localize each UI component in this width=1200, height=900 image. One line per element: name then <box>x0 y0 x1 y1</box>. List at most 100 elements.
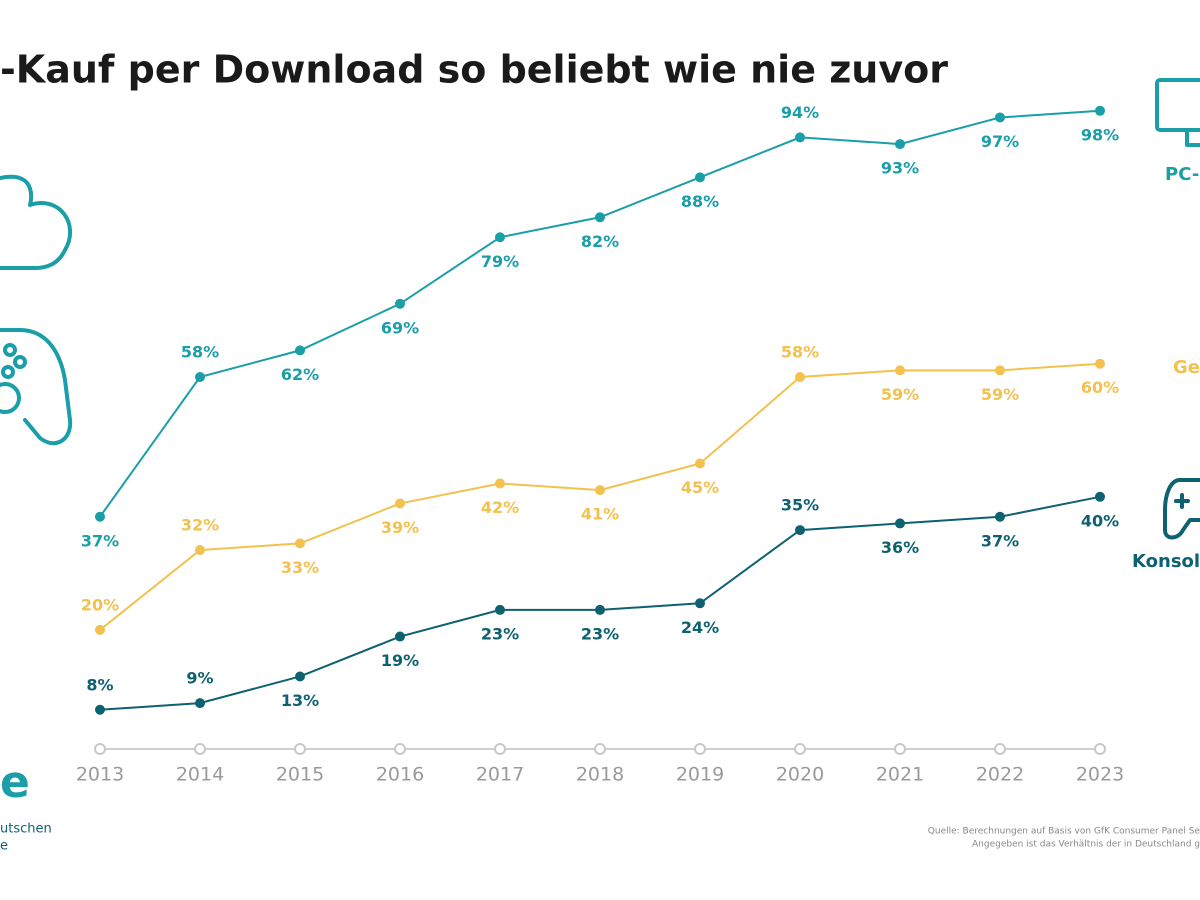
data-point <box>495 232 505 243</box>
value-label: 59% <box>981 385 1019 404</box>
value-label: 20% <box>81 595 119 614</box>
data-point <box>195 698 205 709</box>
data-point <box>195 372 205 383</box>
x-tick-label: 2023 <box>1076 764 1124 786</box>
x-tick <box>994 743 1006 755</box>
data-point <box>495 478 505 489</box>
value-label: 23% <box>481 624 519 643</box>
x-tick <box>594 743 606 755</box>
x-tick <box>94 743 106 755</box>
gamepad-button <box>3 343 17 357</box>
x-tick-label: 2018 <box>576 764 624 786</box>
gamepad-stick <box>0 382 21 414</box>
gamepad-button <box>13 355 27 369</box>
value-label: 33% <box>281 558 319 577</box>
console-icon <box>1163 478 1200 540</box>
series-line <box>99 362 1101 631</box>
value-label: 32% <box>181 516 219 535</box>
value-label: 94% <box>781 103 819 122</box>
x-tick <box>894 743 906 755</box>
chart-title: -Kauf per Download so beliebt wie nie zu… <box>0 48 948 92</box>
data-point <box>695 598 705 609</box>
x-tick-label: 2016 <box>376 764 424 786</box>
data-point <box>495 604 505 615</box>
data-point <box>95 511 105 522</box>
x-tick <box>794 743 806 755</box>
logo-mark: e <box>0 757 30 808</box>
data-point <box>1095 491 1105 502</box>
value-label: 45% <box>681 478 719 497</box>
logo-text: e <box>0 839 8 854</box>
data-point <box>395 298 405 309</box>
data-point <box>595 212 605 223</box>
data-point <box>595 485 605 496</box>
data-point <box>1095 105 1105 116</box>
data-point <box>295 345 305 356</box>
value-label: 13% <box>281 691 319 710</box>
data-point <box>995 511 1005 522</box>
cloud-icon <box>0 174 72 270</box>
x-tick-label: 2013 <box>76 764 124 786</box>
data-point <box>395 631 405 642</box>
data-point <box>95 704 105 715</box>
x-tick <box>494 743 506 755</box>
value-label: 40% <box>1081 511 1119 530</box>
value-label: 58% <box>181 343 219 362</box>
value-label: 69% <box>381 318 419 337</box>
value-label: 82% <box>581 232 619 251</box>
value-label: 8% <box>86 675 113 694</box>
value-label: 23% <box>581 624 619 643</box>
value-label: 93% <box>881 159 919 178</box>
value-label: 19% <box>381 651 419 670</box>
data-point <box>795 372 805 383</box>
data-point <box>1095 358 1105 369</box>
data-point <box>95 624 105 635</box>
legend-label: PC- <box>1165 164 1199 185</box>
source-note: Quelle: Berechnungen auf Basis von GfK C… <box>928 827 1200 837</box>
value-label: 9% <box>186 669 213 688</box>
legend-label: Konsol <box>1132 551 1200 572</box>
data-point <box>995 112 1005 123</box>
value-label: 88% <box>681 192 719 211</box>
data-point <box>695 458 705 469</box>
value-label: 62% <box>281 365 319 384</box>
value-label: 39% <box>381 518 419 537</box>
x-tick-label: 2020 <box>776 764 824 786</box>
value-label: 58% <box>781 343 819 362</box>
logo-text: utschen <box>0 822 52 837</box>
data-point <box>895 518 905 529</box>
value-label: 97% <box>981 132 1019 151</box>
console-dpad <box>1174 493 1190 509</box>
x-tick <box>294 743 306 755</box>
source-note: Angegeben ist das Verhältnis der in Deut… <box>972 840 1200 850</box>
value-label: 98% <box>1081 125 1119 144</box>
x-tick-label: 2021 <box>876 764 924 786</box>
value-label: 36% <box>881 538 919 557</box>
x-tick-label: 2017 <box>476 764 524 786</box>
gamepad-button <box>1 365 15 379</box>
data-point <box>695 172 705 183</box>
data-point <box>195 545 205 556</box>
x-tick <box>694 743 706 755</box>
data-point <box>895 365 905 376</box>
x-tick-label: 2015 <box>276 764 324 786</box>
value-label: 37% <box>981 531 1019 550</box>
data-point <box>395 498 405 509</box>
data-point <box>595 604 605 615</box>
series-line <box>99 495 1101 711</box>
monitor-stand <box>1185 128 1200 147</box>
value-label: 37% <box>81 531 119 550</box>
x-tick-label: 2019 <box>676 764 724 786</box>
series-line <box>99 109 1101 518</box>
value-label: 35% <box>781 496 819 515</box>
monitor-icon <box>1155 78 1200 132</box>
value-label: 60% <box>1081 378 1119 397</box>
x-tick <box>1094 743 1106 755</box>
value-label: 24% <box>681 618 719 637</box>
data-point <box>995 365 1005 376</box>
value-label: 79% <box>481 252 519 271</box>
data-point <box>895 139 905 150</box>
x-tick-label: 2014 <box>176 764 224 786</box>
gamepad-icon <box>0 328 73 446</box>
